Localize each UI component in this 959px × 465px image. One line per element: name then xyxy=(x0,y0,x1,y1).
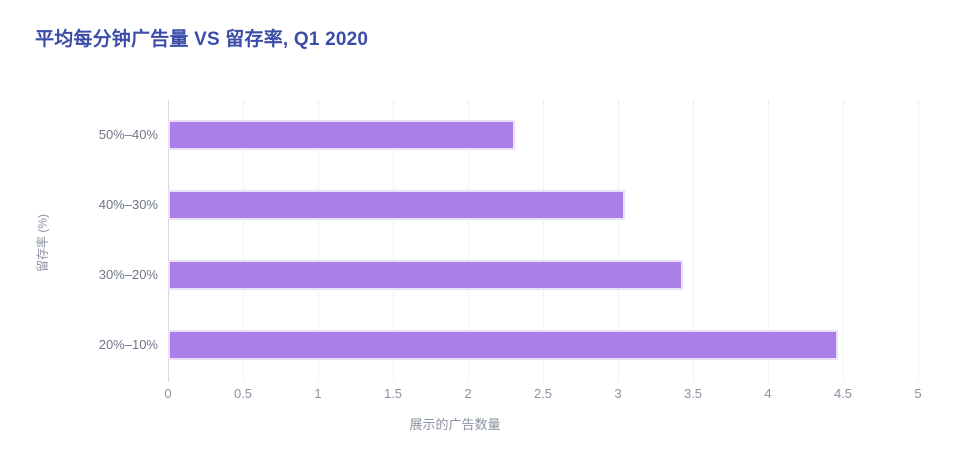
x-axis-title: 展示的广告数量 xyxy=(409,417,501,432)
x-tick-label: 0.5 xyxy=(233,386,253,401)
x-tick-label: 3 xyxy=(614,386,622,401)
gridline xyxy=(768,100,769,382)
x-tick-label: 0 xyxy=(164,386,172,401)
bar-20%–10% xyxy=(168,330,838,360)
x-tick-label: 3.5 xyxy=(683,386,703,401)
bar-50%–40% xyxy=(168,120,515,150)
bar-30%–20% xyxy=(168,260,683,290)
x-tick-label: 1.5 xyxy=(383,386,403,401)
x-tick-label: 2.5 xyxy=(533,386,553,401)
gridline xyxy=(618,100,619,382)
x-tick-label: 4.5 xyxy=(833,386,853,401)
x-tick-label: 4 xyxy=(764,386,772,401)
y-category-label: 20%–10% xyxy=(98,337,158,352)
gridline xyxy=(243,100,244,382)
x-tick-label: 1 xyxy=(314,386,322,401)
x-tick-label: 5 xyxy=(914,386,922,401)
y-category-label: 30%–20% xyxy=(98,267,158,282)
gridline xyxy=(693,100,694,382)
gridline xyxy=(543,100,544,382)
y-axis-title: 留存率 (%) xyxy=(35,214,50,272)
gridline xyxy=(393,100,394,382)
x-tick-label: 2 xyxy=(464,386,472,401)
gridline xyxy=(918,100,919,382)
y-axis-line xyxy=(168,100,169,382)
gridline xyxy=(318,100,319,382)
plot-area xyxy=(168,100,919,382)
gridline xyxy=(468,100,469,382)
bar-40%–30% xyxy=(168,190,625,220)
chart-title: 平均每分钟广告量 VS 留存率, Q1 2020 xyxy=(35,29,369,50)
y-category-label: 40%–30% xyxy=(98,197,158,212)
y-category-label: 50%–40% xyxy=(98,127,158,142)
gridline xyxy=(843,100,844,382)
